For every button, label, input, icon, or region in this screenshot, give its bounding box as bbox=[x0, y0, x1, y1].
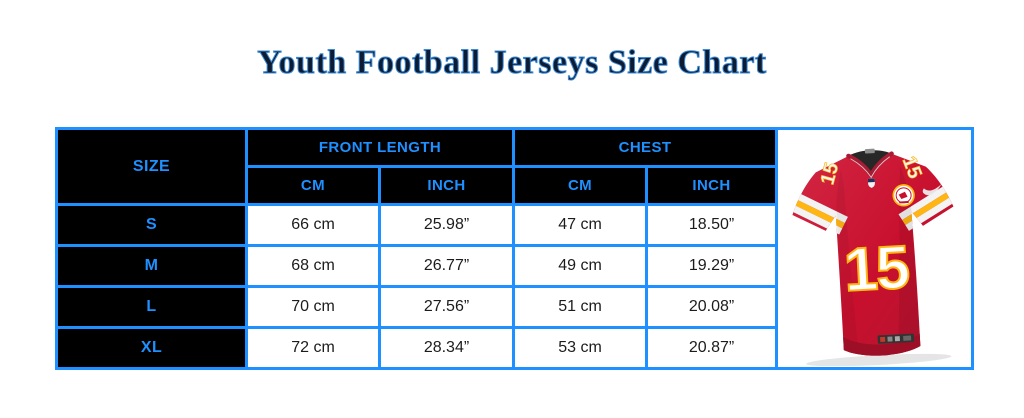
chiefs-patch-icon bbox=[891, 183, 915, 207]
chest-cm-value-xl: 53 cm bbox=[512, 326, 649, 370]
table-row-s: S 66 cm 25.98” 47 cm 18.50” bbox=[55, 203, 973, 247]
size-label-l: L bbox=[55, 285, 248, 329]
chest-inch-value-xl: 20.87” bbox=[645, 326, 779, 370]
chest-cm-value-l: 51 cm bbox=[512, 285, 649, 329]
jock-tag bbox=[877, 333, 914, 344]
sleeve-stripes bbox=[788, 165, 961, 358]
size-chart-table: SIZE FRONT LENGTH CHEST bbox=[55, 127, 975, 370]
nike-swoosh-icon bbox=[922, 183, 941, 195]
front-length-inch-value-m: 26.77” bbox=[377, 244, 516, 288]
table-row-l: L 70 cm 27.56” 51 cm 20.08” bbox=[55, 285, 973, 329]
chest-cm-header: CM bbox=[512, 165, 649, 206]
size-label-xl: XL bbox=[55, 326, 248, 370]
front-length-inch-value-s: 25.98” bbox=[377, 203, 516, 247]
front-length-inch-value-xl: 28.34” bbox=[377, 326, 516, 370]
front-length-cm-value-l: 70 cm bbox=[245, 285, 381, 329]
front-length-cm-value-s: 66 cm bbox=[245, 203, 381, 247]
jersey-image: 15 15 15 bbox=[788, 148, 961, 366]
size-column-header: SIZE bbox=[55, 127, 248, 206]
front-length-inch-header: INCH bbox=[377, 165, 516, 206]
table-row-m: M 68 cm 26.77” 49 cm 19.29” bbox=[55, 244, 973, 288]
chest-group-header: CHEST bbox=[512, 127, 779, 168]
page-title: Youth Football Jerseys Size Chart bbox=[257, 44, 767, 82]
jersey-hem bbox=[841, 332, 921, 358]
front-length-cm-value-m: 68 cm bbox=[245, 244, 381, 288]
nfl-shield-icon bbox=[867, 178, 875, 188]
chest-cm-value-s: 47 cm bbox=[512, 203, 649, 247]
front-length-group-header: FRONT LENGTH bbox=[244, 127, 516, 168]
table-row-xl: XL 72 cm 28.34” 53 cm 20.87” bbox=[55, 326, 973, 370]
size-label-m: M bbox=[55, 244, 248, 288]
front-length-inch-value-l: 27.56” bbox=[377, 285, 516, 329]
chest-number: 15 bbox=[842, 232, 910, 303]
chest-inch-value-m: 19.29” bbox=[645, 244, 779, 288]
chest-inch-value-l: 20.08” bbox=[645, 285, 779, 329]
chest-cm-value-m: 49 cm bbox=[512, 244, 649, 288]
chest-inch-value-s: 18.50” bbox=[645, 203, 779, 247]
jersey-photo-cell: 15 15 15 bbox=[775, 127, 975, 370]
front-length-cm-header: CM bbox=[245, 165, 381, 206]
jersey-shadow bbox=[805, 353, 951, 366]
chest-inch-header: INCH bbox=[645, 165, 779, 206]
front-length-cm-value-xl: 72 cm bbox=[245, 326, 381, 370]
jersey-body bbox=[791, 150, 953, 356]
size-label-s: S bbox=[55, 203, 248, 247]
jersey-collar bbox=[845, 148, 894, 178]
